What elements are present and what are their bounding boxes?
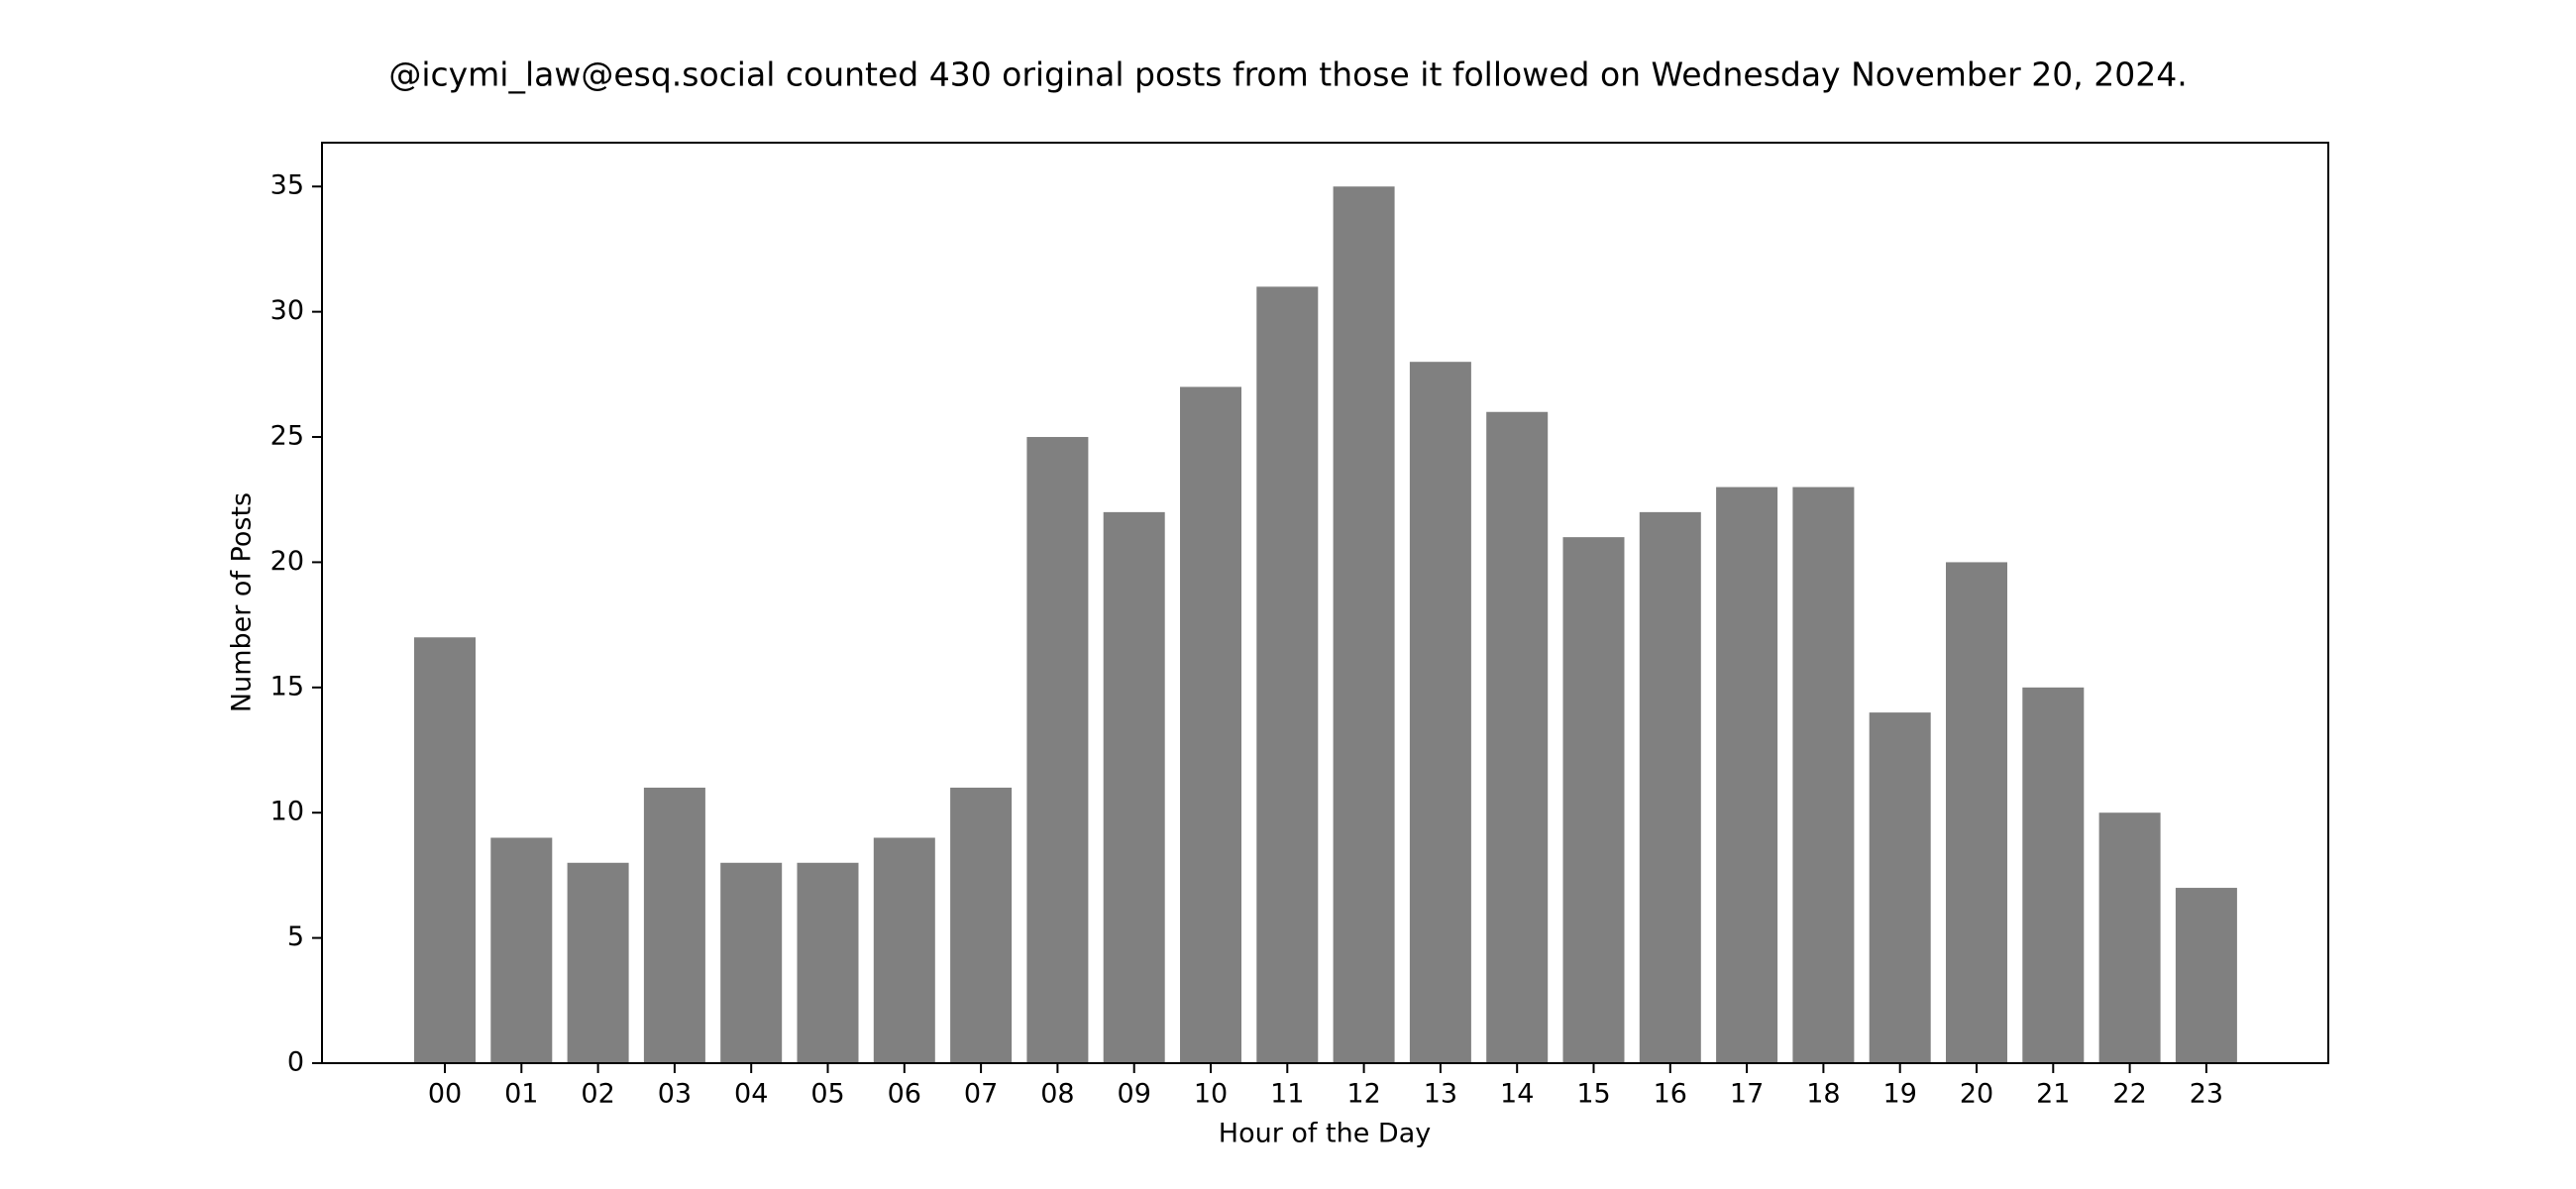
y-tick-label: 5 (287, 921, 304, 952)
bar-15 (1562, 537, 1625, 1063)
x-tick-label: 10 (1194, 1079, 1228, 1110)
y-axis-ticks: 0 5 10 15 20 25 30 35 (270, 170, 322, 1078)
bar-01 (490, 837, 553, 1063)
bar-23 (2175, 888, 2237, 1063)
x-tick-label: 06 (888, 1079, 921, 1110)
bar-03 (643, 787, 705, 1063)
x-tick-label: 03 (658, 1079, 692, 1110)
bar-07 (950, 787, 1013, 1063)
x-tick-label: 13 (1424, 1079, 1457, 1110)
x-tick-label: 20 (1960, 1079, 1993, 1110)
bar-18 (1792, 486, 1855, 1063)
y-tick-label: 0 (287, 1047, 304, 1078)
bars (414, 186, 2237, 1064)
bar-21 (2022, 687, 2085, 1063)
x-tick-label: 01 (504, 1079, 538, 1110)
x-tick-label: 09 (1118, 1079, 1151, 1110)
x-tick-label: 17 (1730, 1079, 1764, 1110)
bar-05 (797, 862, 859, 1063)
bar-08 (1026, 437, 1089, 1063)
bar-20 (1946, 562, 2007, 1063)
x-tick-label: 19 (1883, 1079, 1917, 1110)
bar-17 (1716, 486, 1778, 1063)
y-tick-label: 25 (270, 421, 304, 452)
chart-title: @icymi_law@esq.social counted 430 origin… (388, 55, 2187, 94)
bar-19 (1869, 712, 1931, 1063)
bar-04 (720, 862, 783, 1063)
bar-14 (1486, 411, 1549, 1063)
bar-11 (1256, 286, 1319, 1063)
bar-10 (1180, 386, 1241, 1064)
x-tick-label: 00 (428, 1079, 462, 1110)
y-axis-label: Number of Posts (227, 492, 258, 712)
x-tick-label: 16 (1654, 1079, 1687, 1110)
x-tick-label: 23 (2190, 1079, 2223, 1110)
x-tick-label: 22 (2112, 1079, 2146, 1110)
x-tick-label: 11 (1270, 1079, 1304, 1110)
bar-00 (414, 637, 476, 1063)
x-tick-label: 07 (964, 1079, 998, 1110)
x-tick-label: 12 (1346, 1079, 1380, 1110)
bar-12 (1333, 186, 1395, 1063)
y-tick-label: 35 (270, 170, 304, 201)
bar-06 (873, 837, 935, 1063)
y-tick-label: 20 (270, 546, 304, 577)
x-tick-label: 14 (1500, 1079, 1534, 1110)
y-tick-label: 15 (270, 671, 304, 702)
x-tick-label: 04 (734, 1079, 768, 1110)
x-tick-label: 21 (2036, 1079, 2070, 1110)
bar-02 (567, 862, 629, 1063)
x-tick-label: 08 (1040, 1079, 1074, 1110)
plot-frame (321, 142, 2329, 1064)
x-tick-label: 05 (810, 1079, 844, 1110)
bar-16 (1639, 511, 1701, 1063)
x-tick-label: 18 (1806, 1079, 1840, 1110)
y-tick-label: 10 (270, 797, 304, 827)
bar-22 (2098, 812, 2161, 1063)
x-axis-label: Hour of the Day (1219, 1119, 1431, 1149)
bar-13 (1409, 362, 1471, 1063)
x-axis-ticks: 00 01 02 03 04 05 06 07 08 09 10 11 12 13 14 15 16 17 18 19… (428, 1063, 2223, 1110)
bar-09 (1103, 511, 1165, 1063)
x-tick-label: 15 (1576, 1079, 1610, 1110)
x-tick-label: 02 (581, 1079, 614, 1110)
y-tick-label: 30 (270, 295, 304, 326)
